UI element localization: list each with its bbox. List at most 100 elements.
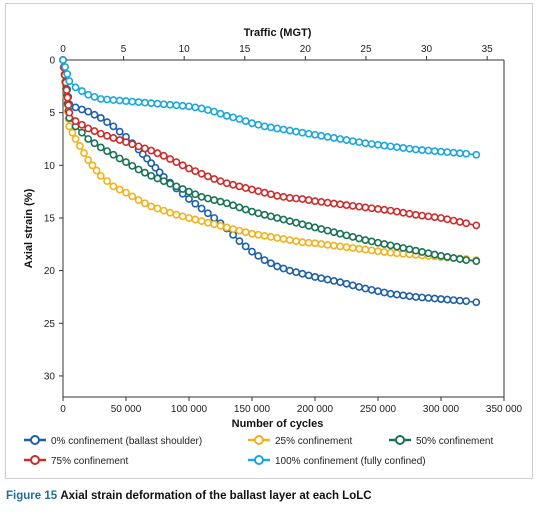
data-point — [222, 111, 231, 120]
y-tick-label: 0 — [49, 56, 55, 67]
data-point — [411, 210, 420, 219]
legend-item: 100% confinement (fully confined) — [248, 455, 426, 467]
data-point — [254, 230, 263, 239]
data-point — [380, 240, 389, 248]
data-point — [443, 148, 452, 157]
data-point — [386, 248, 395, 257]
data-point — [361, 236, 370, 244]
data-point — [147, 99, 156, 108]
data-point — [367, 285, 376, 294]
data-point — [348, 137, 357, 145]
data-point — [134, 142, 143, 151]
data-point — [273, 214, 282, 222]
data-point — [147, 146, 156, 155]
data-point — [128, 161, 137, 170]
data-point — [462, 297, 471, 306]
data-point — [90, 127, 99, 135]
data-point — [159, 151, 168, 160]
data-point — [374, 205, 382, 213]
data-point — [216, 197, 225, 206]
data-point — [63, 70, 72, 78]
data-point — [260, 210, 269, 219]
data-point — [348, 201, 357, 210]
data-point — [235, 115, 244, 123]
data-point — [336, 278, 345, 287]
x-tick-label: 300 000 — [423, 404, 460, 415]
data-point — [178, 212, 187, 221]
data-point — [386, 241, 395, 250]
data-point — [191, 103, 200, 112]
x2-tick-label: 35 — [482, 44, 494, 55]
data-point — [103, 118, 111, 127]
data-point — [323, 226, 332, 235]
data-point — [191, 167, 200, 176]
legend-swatch-marker — [254, 455, 264, 465]
data-point — [128, 192, 137, 201]
data-point — [374, 238, 382, 247]
data-point — [424, 146, 433, 155]
data-point — [166, 100, 174, 109]
data-point — [59, 56, 67, 64]
data-point — [418, 293, 426, 302]
x-tick-label: 350 000 — [486, 404, 523, 415]
data-point — [342, 279, 351, 288]
data-point — [329, 241, 338, 250]
data-point — [109, 134, 118, 142]
data-point — [424, 294, 433, 302]
data-point — [380, 288, 389, 297]
data-point — [235, 237, 244, 246]
data-point — [191, 199, 200, 208]
data-point — [273, 262, 282, 271]
data-point — [361, 203, 370, 212]
data-point — [449, 296, 458, 305]
data-point — [355, 234, 363, 243]
data-point — [430, 147, 439, 155]
data-point — [411, 246, 420, 255]
data-point — [392, 207, 401, 216]
data-point — [197, 217, 206, 226]
data-point — [329, 199, 338, 208]
data-point — [367, 237, 376, 246]
data-point — [455, 149, 464, 158]
data-point — [90, 92, 99, 101]
data-point — [78, 120, 86, 129]
data-point — [323, 240, 332, 249]
data-point — [437, 147, 445, 156]
series-5 — [59, 56, 481, 159]
data-point — [374, 140, 382, 149]
x-tick-label: 200 000 — [297, 404, 334, 415]
data-point — [153, 204, 162, 213]
data-point — [109, 182, 118, 191]
data-point — [103, 177, 111, 186]
data-point — [210, 220, 219, 229]
data-point — [197, 104, 206, 113]
data-point — [399, 244, 408, 252]
data-point — [197, 204, 206, 213]
data-point — [241, 184, 250, 192]
data-point — [103, 95, 111, 104]
legend-swatch-marker — [30, 455, 40, 465]
data-point — [166, 155, 174, 163]
data-point — [151, 163, 160, 172]
data-point — [254, 209, 263, 218]
data-point — [210, 175, 219, 183]
data-point — [317, 274, 326, 283]
axes: 0 50 000 100 000 150 000 200 000 250 000 300 0… — [23, 27, 523, 430]
legend-label: 50% confinement — [416, 436, 493, 447]
y-tick-label: 25 — [44, 319, 56, 330]
data-point — [298, 128, 307, 137]
data-point — [62, 86, 71, 94]
data-point — [109, 122, 118, 131]
data-point — [178, 101, 187, 110]
legend-label: 100% confinement (fully confined) — [275, 456, 426, 467]
data-point — [374, 247, 382, 256]
data-point — [71, 103, 80, 112]
legend: 0% confinement (ballast shoulder) 25% con… — [24, 435, 493, 467]
legend-item: 25% confinement — [248, 435, 352, 447]
data-point — [317, 131, 326, 140]
data-point — [172, 101, 181, 110]
data-point — [172, 210, 181, 219]
data-point — [399, 144, 408, 152]
data-point — [235, 182, 244, 191]
data-point — [71, 135, 80, 143]
